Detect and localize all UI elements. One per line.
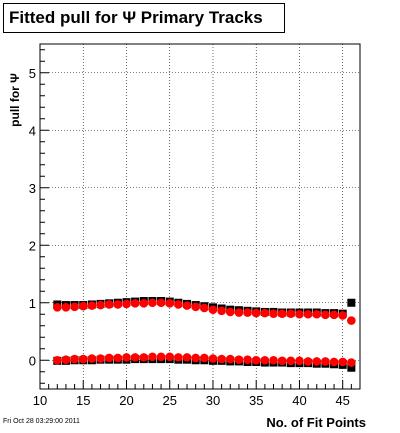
data-point	[251, 308, 261, 318]
data-point	[277, 356, 287, 366]
data-point	[329, 357, 339, 367]
data-point	[338, 357, 348, 367]
y-tick-label: 1	[29, 296, 36, 311]
y-tick-label: 4	[29, 123, 36, 138]
data-point	[52, 303, 62, 312]
x-tick-label: 15	[76, 393, 90, 408]
data-point	[174, 300, 183, 309]
x-tick-label: 30	[206, 393, 220, 408]
data-point	[277, 309, 287, 318]
data-point	[191, 353, 200, 363]
data-point	[87, 301, 97, 310]
y-axis-label: pull for Ψ	[8, 73, 22, 127]
data-point	[234, 355, 244, 364]
data-point	[347, 358, 356, 367]
data-point	[139, 299, 149, 308]
data-point	[338, 311, 348, 320]
y-tick-label: 2	[29, 238, 36, 253]
data-point	[321, 357, 330, 366]
data-point	[87, 354, 97, 363]
data-point	[295, 309, 304, 319]
data-point	[329, 310, 339, 320]
data-point	[312, 357, 322, 366]
x-tick-label: 10	[33, 393, 47, 408]
data-point	[70, 354, 79, 364]
data-point	[347, 298, 356, 307]
data-point	[303, 309, 313, 319]
data-point	[96, 300, 105, 310]
x-tick-label: 45	[335, 393, 349, 408]
data-point	[104, 300, 114, 309]
y-tick-label: 0	[29, 353, 36, 368]
x-tick-label: 35	[249, 393, 263, 408]
data-point	[286, 356, 296, 366]
data-point	[148, 298, 157, 308]
data-point	[312, 309, 322, 319]
data-point	[217, 306, 226, 316]
data-point	[347, 363, 356, 372]
data-point	[295, 356, 304, 366]
x-tick-label: 40	[292, 393, 306, 408]
data-point	[303, 357, 313, 366]
data-point	[78, 301, 88, 311]
timestamp: Fri Oct 28 03:29:00 2011	[3, 418, 80, 425]
data-point	[122, 353, 131, 362]
data-point	[78, 354, 88, 364]
data-point	[174, 353, 183, 362]
plot-frame	[39, 43, 361, 390]
data-point	[208, 354, 218, 363]
data-point	[208, 305, 218, 314]
data-point	[260, 355, 270, 365]
data-point	[243, 308, 252, 317]
data-point	[234, 308, 244, 317]
data-point	[61, 303, 71, 312]
chart-title: Fitted pull for Ψ Primary Tracks	[3, 3, 285, 33]
x-tick-label: 25	[162, 393, 176, 408]
data-point	[156, 298, 166, 308]
y-tick-label: 5	[29, 66, 36, 81]
data-point	[321, 310, 330, 320]
data-point	[148, 352, 157, 362]
data-point	[156, 352, 166, 362]
data-point	[251, 355, 261, 365]
data-point	[347, 316, 356, 325]
data-point	[52, 355, 62, 365]
data-point	[225, 354, 235, 364]
data-points	[52, 297, 356, 372]
data-point	[182, 353, 192, 362]
data-point	[104, 353, 114, 363]
x-axis-label: No. of Fit Points	[266, 415, 366, 430]
data-point	[139, 353, 149, 362]
data-point	[165, 352, 175, 362]
data-point	[165, 299, 175, 308]
data-point	[130, 299, 140, 308]
data-point	[243, 355, 252, 364]
data-point	[113, 353, 123, 363]
data-point	[269, 309, 278, 318]
data-point	[217, 354, 226, 364]
grid-lines	[39, 44, 360, 389]
data-point	[61, 355, 71, 364]
data-point	[225, 307, 235, 317]
data-point	[286, 309, 296, 318]
data-point	[182, 301, 192, 310]
data-point	[200, 353, 209, 363]
data-point	[70, 302, 79, 312]
data-point	[122, 299, 131, 309]
data-point	[269, 355, 278, 365]
data-point	[96, 354, 105, 363]
data-point	[130, 353, 140, 362]
data-point	[260, 308, 270, 318]
data-point	[113, 300, 123, 309]
data-point	[200, 303, 209, 313]
y-tick-label: 3	[29, 181, 36, 196]
x-tick-label: 20	[119, 393, 133, 408]
data-point	[191, 302, 200, 312]
